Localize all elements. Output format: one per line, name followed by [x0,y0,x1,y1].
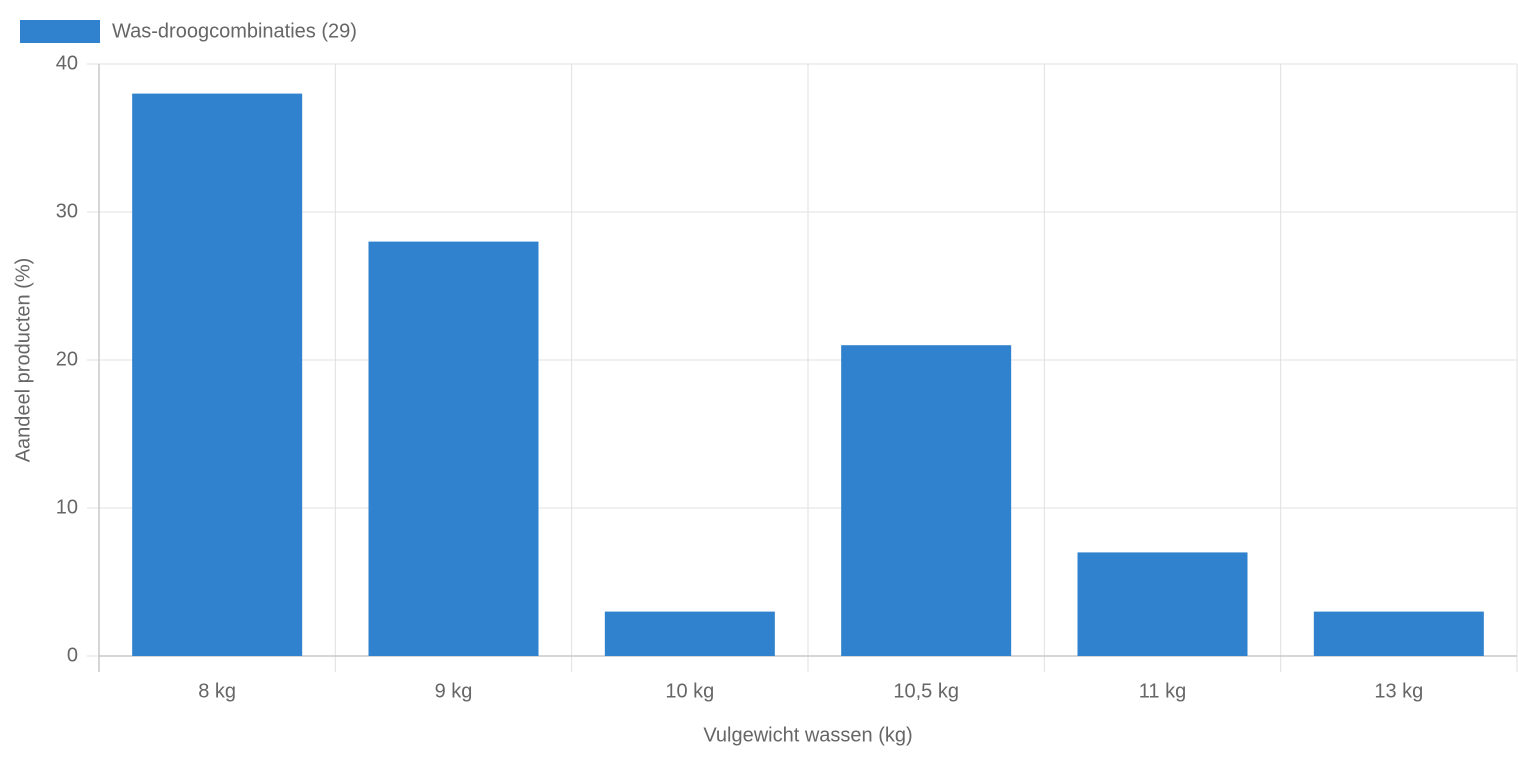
y-tick-label: 20 [56,348,78,370]
x-tick-label: 10,5 kg [893,680,959,702]
bar [1313,611,1484,656]
bar [841,345,1012,656]
x-axis-title: Vulgewicht wassen (kg) [703,724,912,746]
bar [132,93,303,657]
x-tick-label: 13 kg [1374,680,1423,702]
x-tick-label: 11 kg [1139,680,1186,702]
x-tick-label: 10 kg [665,680,714,702]
y-tick-label: 30 [56,200,78,222]
bar [604,611,775,656]
y-axis-title: Aandeel producten (%) [12,258,34,463]
y-tick-label: 0 [67,644,78,666]
bar [368,241,539,656]
bar [1077,552,1248,656]
legend-label: Was-droogcombinaties (29) [112,20,357,42]
legend-swatch [20,20,100,43]
y-tick-label: 10 [56,496,78,518]
x-tick-label: 8 kg [198,680,236,702]
y-tick-label: 40 [56,52,78,74]
x-tick-label: 9 kg [435,680,473,702]
